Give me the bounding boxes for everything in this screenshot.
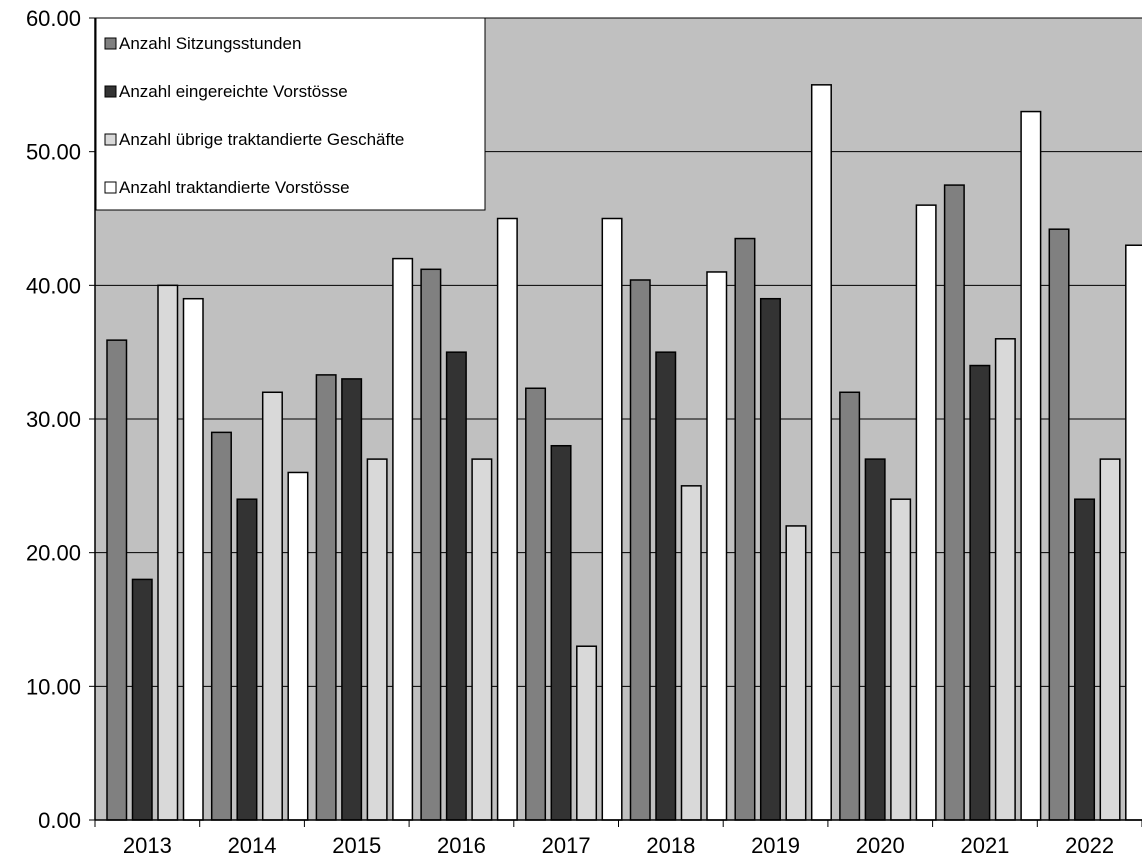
bar-4-2013 <box>182 297 204 821</box>
bar-4-2022 <box>1125 244 1142 821</box>
legend-swatch <box>104 133 117 146</box>
legend-swatch <box>104 37 117 50</box>
bar-3-2018 <box>680 485 702 821</box>
x-axis-ticks: 2013 2014 2015 2016 2017 2018 2019 2020 2021 2022 <box>94 820 1142 858</box>
y-tick-label: 30.00 <box>26 407 81 432</box>
y-tick-label: 60.00 <box>26 6 81 31</box>
bar-2-2014 <box>236 498 258 821</box>
y-tick-label: 50.00 <box>26 140 81 165</box>
bar-3-2014 <box>261 391 283 821</box>
bar-4-2019 <box>810 84 832 821</box>
y-tick-label: 40.00 <box>26 273 81 298</box>
legend-swatch <box>104 85 117 98</box>
bar-3-2021 <box>994 338 1016 821</box>
bar-1-2013 <box>106 339 128 821</box>
legend-swatch <box>104 181 117 194</box>
bar-2-2018 <box>655 351 677 821</box>
x-tick-label: 2013 <box>123 833 172 858</box>
bar-1-2015 <box>315 374 337 821</box>
legend-label: Anzahl traktandierte Vorstösse <box>119 178 350 197</box>
bar-2-2013 <box>131 578 153 821</box>
x-tick-label: 2020 <box>856 833 905 858</box>
bar-2-2021 <box>969 364 991 821</box>
x-tick-label: 2021 <box>960 833 1009 858</box>
x-tick-label: 2016 <box>437 833 486 858</box>
y-tick-label: 0.00 <box>38 808 81 833</box>
y-axis-ticks: 0.00 10.00 20.00 30.00 40.00 50.00 60.00 <box>26 6 95 833</box>
y-tick-label: 10.00 <box>26 674 81 699</box>
legend: Anzahl Sitzungsstunden Anzahl eingereicht… <box>95 17 486 211</box>
bar-2-2022 <box>1074 498 1096 821</box>
bar-1-2020 <box>839 391 861 821</box>
bar-3-2013 <box>157 284 179 821</box>
bar-4-2017 <box>601 217 623 821</box>
bar-1-2014 <box>210 431 232 821</box>
bars <box>106 84 1142 821</box>
bar-1-2016 <box>420 268 442 821</box>
x-tick-label: 2018 <box>646 833 695 858</box>
bar-1-2017 <box>525 387 547 821</box>
bar-3-2016 <box>471 458 493 821</box>
bar-2-2020 <box>864 458 886 821</box>
bar-1-2018 <box>629 279 651 821</box>
x-tick-label: 2014 <box>228 833 277 858</box>
bar-1-2022 <box>1048 228 1070 821</box>
bar-3-2017 <box>576 645 598 821</box>
legend-label: Anzahl übrige traktandierte Geschäfte <box>119 130 404 149</box>
bar-4-2014 <box>287 471 309 821</box>
x-tick-label: 2015 <box>332 833 381 858</box>
bar-4-2020 <box>915 204 937 821</box>
bar-4-2018 <box>706 271 728 821</box>
bar-3-2020 <box>890 498 912 821</box>
legend-label: Anzahl eingereichte Vorstösse <box>119 82 348 101</box>
bar-1-2021 <box>943 184 965 821</box>
y-tick-label: 20.00 <box>26 541 81 566</box>
bar-3-2022 <box>1099 458 1121 821</box>
bar-2-2017 <box>550 444 572 821</box>
legend-label: Anzahl Sitzungsstunden <box>119 34 301 53</box>
bar-1-2019 <box>734 237 756 821</box>
bar-2-2015 <box>341 378 363 821</box>
x-tick-label: 2017 <box>542 833 591 858</box>
bar-4-2015 <box>392 257 414 821</box>
legend-box <box>95 17 486 211</box>
bar-2-2016 <box>445 351 467 821</box>
x-tick-label: 2019 <box>751 833 800 858</box>
x-tick-label: 2022 <box>1065 833 1114 858</box>
bar-2-2019 <box>759 297 781 821</box>
bar-3-2015 <box>366 458 388 821</box>
bar-4-2021 <box>1020 110 1042 821</box>
bar-4-2016 <box>496 217 518 821</box>
bar-3-2019 <box>785 525 807 821</box>
